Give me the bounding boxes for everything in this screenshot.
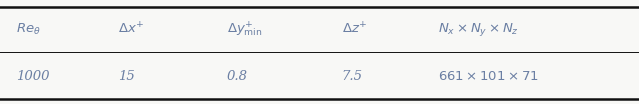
Text: $661 \times 101 \times 71$: $661 \times 101 \times 71$ xyxy=(438,71,539,83)
Text: 7.5: 7.5 xyxy=(342,71,363,83)
Text: $\Delta x^{+}$: $\Delta x^{+}$ xyxy=(118,21,144,37)
Text: 15: 15 xyxy=(118,71,135,83)
Text: $\Delta y^{+}_{\rm min}$: $\Delta y^{+}_{\rm min}$ xyxy=(227,20,263,39)
Text: $\Delta z^{+}$: $\Delta z^{+}$ xyxy=(342,21,367,37)
Text: 1000: 1000 xyxy=(16,71,49,83)
Text: 0.8: 0.8 xyxy=(227,71,248,83)
Text: $N_x \times N_y \times N_z$: $N_x \times N_y \times N_z$ xyxy=(438,21,519,38)
Text: $Re_{\theta}$: $Re_{\theta}$ xyxy=(16,22,41,37)
